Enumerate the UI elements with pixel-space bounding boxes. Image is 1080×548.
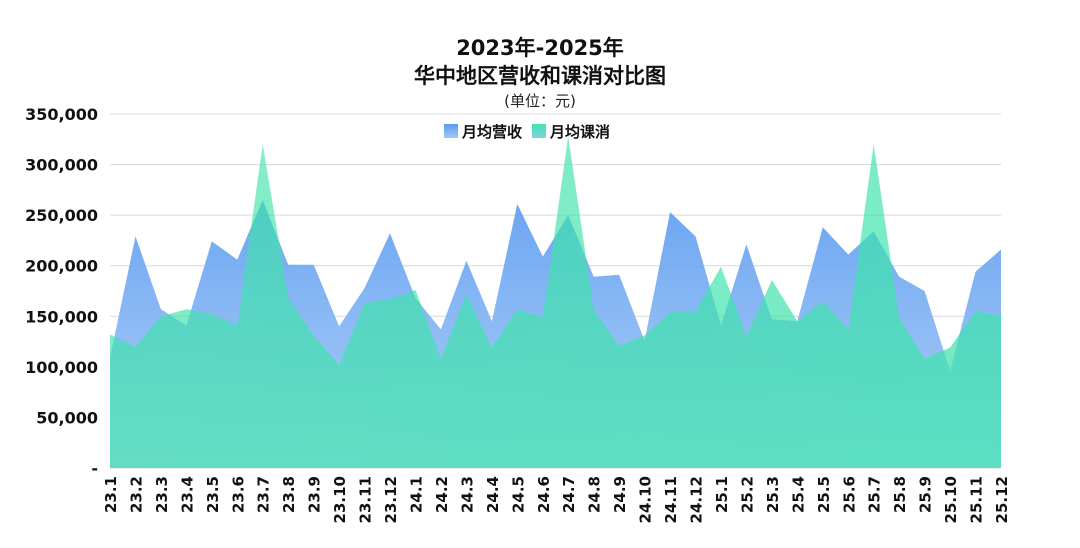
x-tick-label: 25.11: [968, 476, 986, 523]
y-tick-label: -: [91, 459, 98, 478]
x-tick-label: 24.8: [586, 476, 604, 513]
x-tick-label: 25.6: [840, 476, 858, 513]
x-tick-label: 24.10: [637, 476, 655, 523]
x-tick-label: 25.1: [713, 476, 731, 513]
legend-item-consumption: 月均课消: [532, 121, 610, 142]
y-tick-label: 300,000: [25, 156, 98, 175]
legend-label-revenue: 月均营收: [462, 122, 523, 141]
x-tick-label: 23.9: [306, 476, 324, 513]
x-tick-label: 23.11: [357, 476, 375, 523]
area-series-consumption: [110, 136, 1001, 469]
x-tick-label: 25.7: [866, 476, 884, 513]
x-tick-label: 23.12: [382, 476, 400, 523]
x-tick-label: 24.5: [509, 476, 527, 513]
x-tick-label: 24.7: [560, 476, 578, 513]
x-tick-label: 23.3: [153, 476, 171, 513]
x-tick-label: 25.10: [942, 476, 960, 523]
x-tick-label: 23.6: [229, 476, 247, 513]
y-tick-label: 100,000: [25, 358, 98, 377]
x-tick-label: 23.10: [331, 476, 349, 523]
legend-swatch-revenue: [444, 124, 458, 138]
y-tick-label: 250,000: [25, 206, 98, 225]
y-tick-label: 200,000: [25, 257, 98, 276]
legend-label-consumption: 月均课消: [550, 122, 611, 141]
x-tick-label: 24.9: [611, 476, 629, 513]
x-tick-label: 23.2: [128, 476, 146, 513]
x-tick-label: 24.12: [688, 476, 706, 523]
x-tick-label: 23.8: [280, 476, 298, 513]
x-tick-label: 24.3: [458, 476, 476, 513]
y-tick-label: 350,000: [25, 105, 98, 124]
legend: 月均营收 月均课消: [444, 120, 620, 142]
legend-swatch-consumption: [532, 124, 547, 138]
x-tick-label: 24.11: [662, 476, 680, 523]
chart-title-line-1: 2023年-2025年: [456, 36, 624, 60]
x-tick-label: 25.4: [789, 476, 807, 513]
x-tick-label: 25.9: [917, 476, 935, 513]
x-tick-label: 24.2: [433, 476, 451, 513]
x-tick-label: 24.4: [484, 476, 502, 513]
chart-subtitle: (单位：元): [504, 92, 576, 110]
y-tick-label: 50,000: [36, 408, 98, 427]
x-tick-label: 24.6: [535, 476, 553, 513]
x-tick-label: 25.12: [993, 476, 1011, 523]
x-tick-label: 25.2: [738, 476, 756, 513]
x-tick-label: 25.5: [815, 476, 833, 513]
x-tick-label: 23.4: [178, 476, 196, 513]
chart-title-line-2: 华中地区营收和课消对比图: [414, 64, 666, 88]
x-tick-label: 25.8: [891, 476, 909, 513]
x-tick-label: 23.1: [102, 476, 120, 513]
y-tick-label: 150,000: [25, 307, 98, 326]
x-tick-label: 23.7: [255, 476, 273, 513]
x-tick-label: 23.5: [204, 476, 222, 513]
legend-item-revenue: 月均营收: [444, 121, 522, 142]
x-tick-label: 25.3: [764, 476, 782, 513]
x-tick-label: 24.1: [408, 476, 426, 513]
